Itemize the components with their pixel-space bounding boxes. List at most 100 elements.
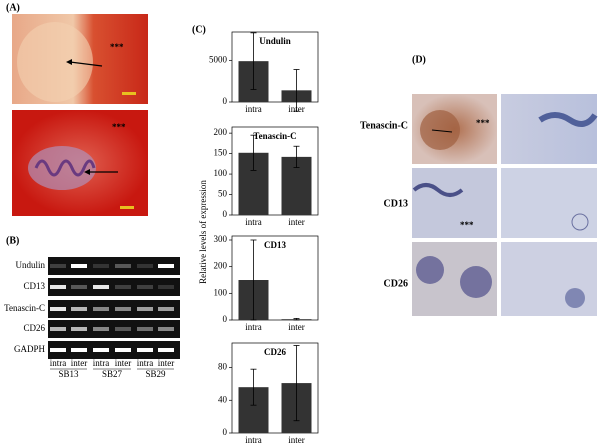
band — [115, 307, 131, 311]
band — [137, 285, 153, 289]
lane-label: inter — [71, 358, 88, 368]
x-tick-label: intra — [245, 435, 262, 445]
band — [158, 307, 174, 311]
band — [50, 327, 66, 331]
panel-label: (A) — [6, 2, 20, 13]
band — [93, 264, 109, 268]
panel-label: (C) — [192, 24, 206, 35]
band — [93, 307, 109, 311]
y-tick-label: 200 — [214, 261, 228, 271]
y-tick-label: 100 — [214, 168, 228, 178]
y-tick-label: 5000 — [209, 54, 228, 64]
micrograph — [412, 168, 497, 238]
y-tick-label: 40 — [218, 394, 228, 404]
band — [50, 285, 66, 289]
arrow-head — [66, 59, 72, 65]
tissue — [34, 159, 96, 177]
band — [71, 307, 87, 311]
lane-label: inter — [158, 358, 175, 368]
micrograph — [501, 94, 597, 164]
band — [158, 285, 174, 289]
tissue — [416, 256, 444, 284]
x-tick-label: inter — [288, 104, 305, 114]
arrow-head — [84, 169, 90, 175]
band — [50, 348, 66, 352]
micrograph — [501, 168, 597, 238]
plot-frame — [231, 342, 319, 434]
band — [50, 307, 66, 311]
y-tick-label: 0 — [223, 96, 228, 106]
chart-title: CD26 — [264, 347, 286, 357]
row-label: CD26 — [384, 278, 408, 289]
scale-bar — [122, 92, 136, 95]
band — [71, 264, 87, 268]
plot-frame — [231, 31, 319, 103]
tissue — [28, 146, 96, 190]
sample-label: SB13 — [58, 369, 79, 379]
band — [71, 285, 87, 289]
gel-strip — [48, 278, 180, 296]
tissue — [17, 22, 93, 102]
band — [137, 327, 153, 331]
tissue — [420, 110, 460, 150]
micrograph — [501, 242, 597, 316]
band — [158, 348, 174, 352]
annotation: *** — [112, 122, 126, 132]
chart-title: Undulin — [259, 36, 291, 46]
y-tick-label: 150 — [214, 148, 228, 158]
gel-strip — [48, 320, 180, 338]
x-tick-label: inter — [288, 435, 305, 445]
arrow — [431, 129, 453, 133]
row-label: Tenascin-C — [360, 120, 408, 131]
tissue — [412, 183, 464, 197]
y-tick-label: 0 — [223, 209, 228, 219]
tissue — [571, 213, 589, 231]
band — [115, 285, 131, 289]
lane-label: intra — [93, 358, 110, 368]
panel-label: (D) — [412, 54, 426, 65]
arrow — [69, 61, 103, 67]
gel-strip — [48, 300, 180, 318]
band — [50, 264, 66, 268]
band — [137, 264, 153, 268]
annotation: *** — [460, 220, 474, 230]
gel-strip — [48, 341, 180, 359]
gene-label: Undulin — [15, 260, 45, 270]
gene-label: GADPH — [14, 344, 46, 354]
band — [93, 285, 109, 289]
lane-label: intra — [50, 358, 67, 368]
plot-frame — [231, 126, 319, 216]
x-tick-label: inter — [288, 322, 305, 332]
band — [137, 348, 153, 352]
y-tick-label: 300 — [214, 234, 228, 244]
gel: Undulin CD13 Tenascin-C CD26 GADPH intra inter… — [4, 257, 180, 379]
band — [115, 348, 131, 352]
x-tick-label: intra — [245, 217, 262, 227]
band — [115, 264, 131, 268]
y-tick-label: 50 — [218, 189, 228, 199]
band — [115, 327, 131, 331]
lane-label: intra — [137, 358, 154, 368]
scale-bar — [120, 206, 134, 209]
lane-label: inter — [115, 358, 132, 368]
y-tick-label: 0 — [223, 314, 228, 324]
gene-label: CD26 — [23, 323, 45, 333]
gel-strip — [48, 257, 180, 275]
band — [93, 327, 109, 331]
tissue — [460, 266, 492, 298]
band — [71, 348, 87, 352]
band — [158, 264, 174, 268]
band — [158, 327, 174, 331]
annotation: *** — [476, 118, 490, 128]
panel-label: (B) — [6, 235, 19, 246]
gene-label: CD13 — [23, 281, 45, 291]
row-label: CD13 — [384, 198, 408, 209]
annotation: *** — [110, 42, 124, 52]
band — [71, 327, 87, 331]
chart-title: CD13 — [264, 240, 286, 250]
sample-label: SB29 — [145, 369, 166, 379]
tissue — [538, 112, 598, 127]
band — [93, 348, 109, 352]
x-tick-label: intra — [245, 104, 262, 114]
